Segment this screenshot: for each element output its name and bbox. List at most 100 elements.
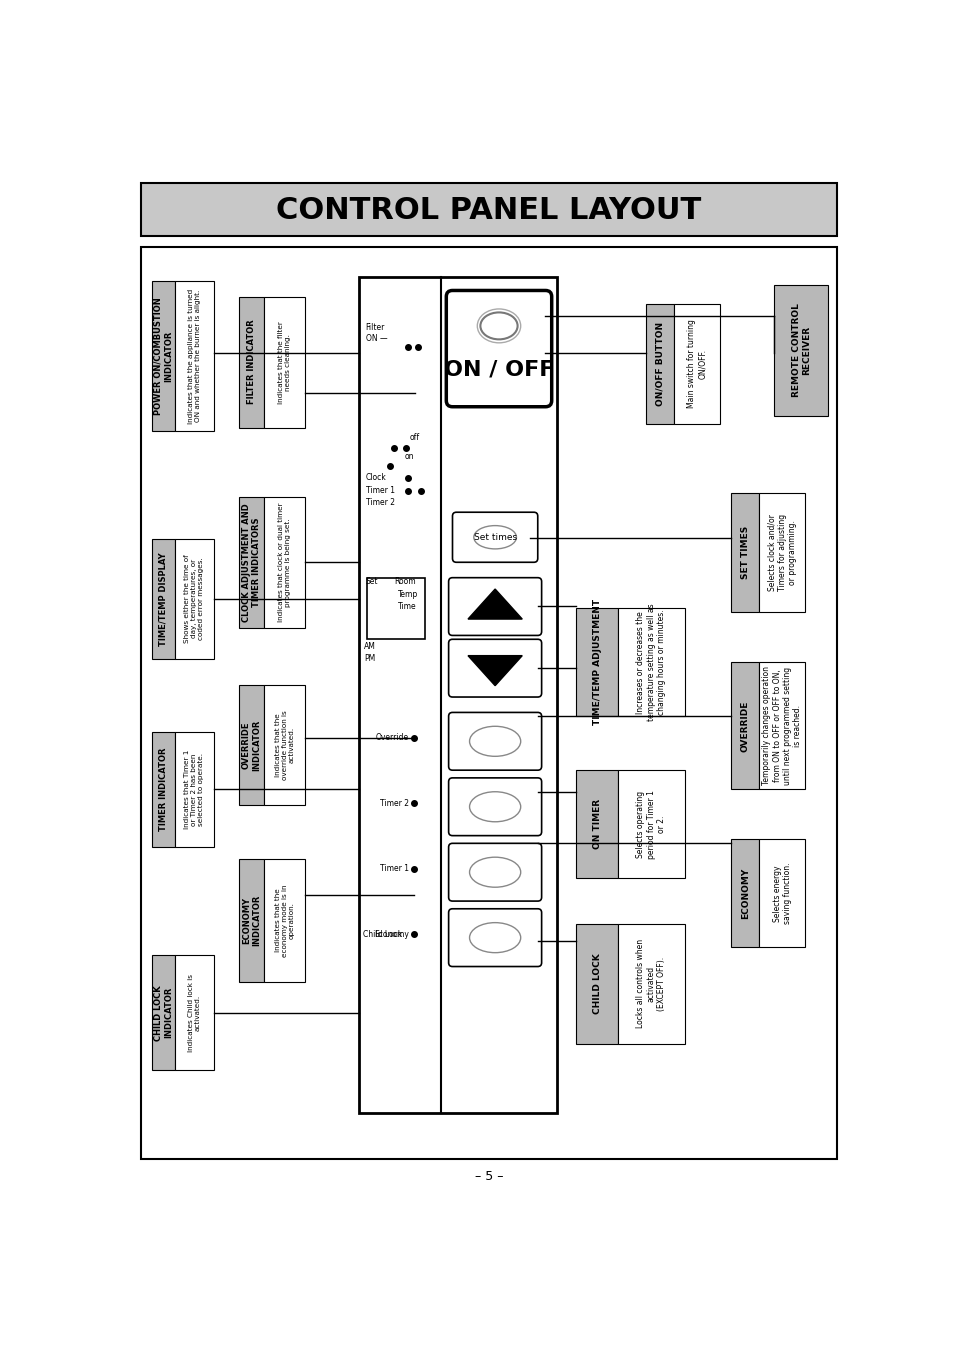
FancyBboxPatch shape xyxy=(448,712,541,770)
Text: Timer 1: Timer 1 xyxy=(365,486,395,495)
FancyBboxPatch shape xyxy=(448,577,541,635)
Bar xyxy=(152,540,174,658)
Bar xyxy=(264,297,305,428)
Bar xyxy=(141,247,836,1159)
FancyBboxPatch shape xyxy=(448,909,541,966)
Text: CONTROL PANEL LAYOUT: CONTROL PANEL LAYOUT xyxy=(276,196,700,225)
Text: Set times: Set times xyxy=(473,533,517,542)
Text: Indicates that the appliance is turned
ON and whether the burner is alight.: Indicates that the appliance is turned O… xyxy=(188,289,201,424)
Text: SET TIMES: SET TIMES xyxy=(740,526,749,579)
Bar xyxy=(674,305,720,424)
Bar xyxy=(174,955,213,1071)
Bar xyxy=(174,281,213,432)
Text: Main switch for turning
ON/OFF.: Main switch for turning ON/OFF. xyxy=(686,320,706,409)
Ellipse shape xyxy=(474,526,516,549)
Bar xyxy=(617,608,684,716)
Bar xyxy=(152,731,174,847)
Text: Clock: Clock xyxy=(365,473,386,482)
Bar xyxy=(239,496,264,627)
Bar xyxy=(576,770,617,878)
Text: Room: Room xyxy=(394,577,416,585)
Ellipse shape xyxy=(469,726,520,757)
Bar xyxy=(152,955,174,1071)
Ellipse shape xyxy=(469,923,520,952)
Text: ON TIMER: ON TIMER xyxy=(592,799,601,849)
Polygon shape xyxy=(468,656,521,685)
Ellipse shape xyxy=(469,857,520,888)
Text: TIME/TEMP DISPLAY: TIME/TEMP DISPLAY xyxy=(159,552,168,646)
Bar xyxy=(731,492,759,612)
Bar xyxy=(264,859,305,982)
Bar xyxy=(759,839,804,947)
Text: CHILD LOCK
INDICATOR: CHILD LOCK INDICATOR xyxy=(153,985,172,1040)
Text: Shows either the time of
day, temperatures, or
coded error messages.: Shows either the time of day, temperatur… xyxy=(184,554,204,643)
Text: ON —: ON — xyxy=(365,335,387,344)
Bar xyxy=(759,492,804,612)
Text: Indicates Child lock is
activated.: Indicates Child lock is activated. xyxy=(188,974,201,1052)
Text: Selects clock and/or
Timers for adjusting
or programming.: Selects clock and/or Timers for adjustin… xyxy=(766,514,797,591)
Bar xyxy=(617,924,684,1044)
Text: PM: PM xyxy=(364,654,375,662)
Text: Selects operating
period for Timer 1
or 2.: Selects operating period for Timer 1 or … xyxy=(636,789,665,858)
Text: Child Lock: Child Lock xyxy=(363,929,402,939)
Text: ECONOMY: ECONOMY xyxy=(740,867,749,919)
Bar xyxy=(264,685,305,805)
Text: on: on xyxy=(404,452,414,460)
Text: Filter: Filter xyxy=(365,322,385,332)
Ellipse shape xyxy=(469,792,520,822)
Bar xyxy=(174,540,213,658)
Text: Temp: Temp xyxy=(397,590,418,599)
Text: Indicates that the filter
needs cleaning.: Indicates that the filter needs cleaning… xyxy=(278,321,291,403)
Text: CHILD LOCK: CHILD LOCK xyxy=(592,954,601,1014)
Text: Override: Override xyxy=(375,734,409,742)
FancyBboxPatch shape xyxy=(448,639,541,697)
Bar xyxy=(759,662,804,789)
Text: Selects energy
saving function.: Selects energy saving function. xyxy=(772,862,791,924)
Text: CLOCK ADJUSTMENT AND
TIMER INDICATORS: CLOCK ADJUSTMENT AND TIMER INDICATORS xyxy=(242,503,261,622)
Text: Economy: Economy xyxy=(374,929,409,939)
Bar xyxy=(576,924,617,1044)
Polygon shape xyxy=(468,590,521,619)
Text: Time: Time xyxy=(397,602,416,611)
Text: FILTER INDICATOR: FILTER INDICATOR xyxy=(247,320,256,405)
Bar xyxy=(264,496,305,627)
Bar xyxy=(239,297,264,428)
Text: ON / OFF: ON / OFF xyxy=(443,360,554,380)
Bar xyxy=(239,685,264,805)
Bar xyxy=(359,278,557,1113)
FancyBboxPatch shape xyxy=(446,290,551,407)
Text: Indicates that Timer 1
or Timer 2 has been
selected to operate.: Indicates that Timer 1 or Timer 2 has be… xyxy=(184,750,204,830)
Bar xyxy=(731,662,759,789)
FancyBboxPatch shape xyxy=(452,513,537,563)
Text: OVERRIDE: OVERRIDE xyxy=(740,700,749,751)
Text: TIMER INDICATOR: TIMER INDICATOR xyxy=(159,747,168,831)
Ellipse shape xyxy=(480,313,517,340)
Bar xyxy=(773,285,827,415)
Text: Timer 2: Timer 2 xyxy=(365,499,395,507)
Text: REMOTE CONTROL
RECEIVER: REMOTE CONTROL RECEIVER xyxy=(791,304,810,398)
Text: Temporarily changes operation
from ON to OFF or OFF to ON,
until next programmed: Temporarily changes operation from ON to… xyxy=(761,666,801,785)
Bar xyxy=(731,839,759,947)
Text: ECONOMY
INDICATOR: ECONOMY INDICATOR xyxy=(242,894,261,946)
Text: Indicates that clock or dual timer
programme is being set.: Indicates that clock or dual timer progr… xyxy=(278,502,291,622)
Text: Timer 1: Timer 1 xyxy=(379,865,409,873)
Text: Indicates that the
override function is
activated.: Indicates that the override function is … xyxy=(274,711,294,780)
Bar xyxy=(367,577,425,639)
Text: OVERRIDE
INDICATOR: OVERRIDE INDICATOR xyxy=(242,719,261,770)
Text: Set: Set xyxy=(365,577,377,585)
Bar xyxy=(617,770,684,878)
Bar xyxy=(239,859,264,982)
Bar xyxy=(576,608,617,716)
Bar xyxy=(174,731,213,847)
Bar xyxy=(141,183,836,236)
Text: – 5 –: – 5 – xyxy=(475,1170,502,1183)
Bar xyxy=(645,305,674,424)
FancyBboxPatch shape xyxy=(448,778,541,835)
Text: AM: AM xyxy=(364,642,375,652)
Text: TIME/TEMP ADJUSTMENT: TIME/TEMP ADJUSTMENT xyxy=(592,599,601,726)
Text: POWER ON/COMBUSTION
INDICATOR: POWER ON/COMBUSTION INDICATOR xyxy=(153,297,172,415)
Text: Timer 2: Timer 2 xyxy=(379,799,409,808)
Text: ON/OFF BUTTON: ON/OFF BUTTON xyxy=(655,322,664,406)
Text: off: off xyxy=(410,433,419,442)
FancyBboxPatch shape xyxy=(448,843,541,901)
